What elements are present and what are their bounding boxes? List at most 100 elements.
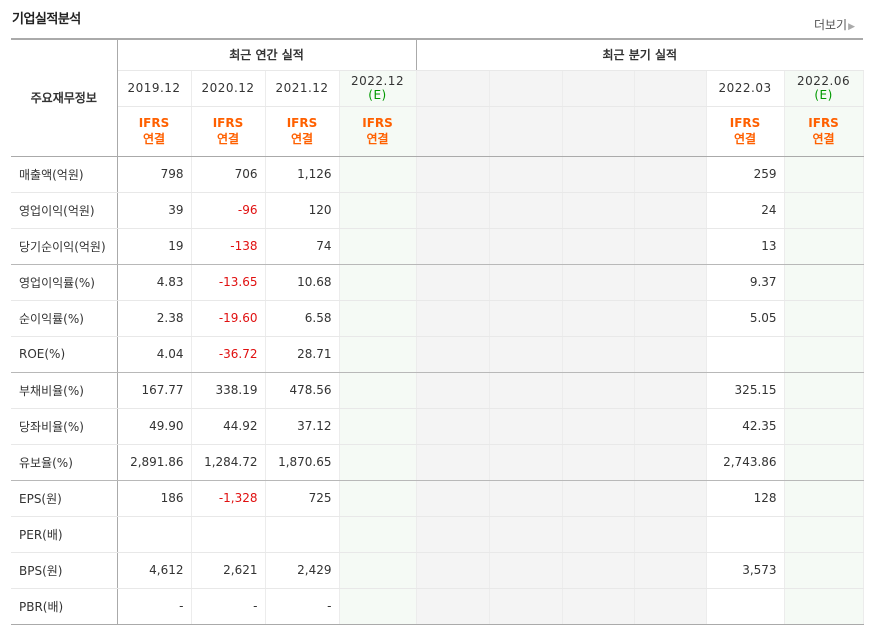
table-cell: 725 bbox=[265, 480, 340, 517]
estimate-tag: (E) bbox=[814, 88, 833, 102]
basis-ifrs: IFRS bbox=[286, 116, 318, 130]
row-label: 당좌비율(%) bbox=[11, 408, 118, 445]
basis-header-row: IFRS 연결 IFRS 연결 IFRS 연결 IFRS 연결 IFRS 연결 IFRS 연결 bbox=[11, 106, 864, 157]
basis-consolidated: 연결 bbox=[142, 132, 166, 146]
table-cell bbox=[415, 408, 490, 445]
table-cell bbox=[634, 156, 707, 193]
table-cell bbox=[339, 228, 417, 265]
table-cell: - bbox=[265, 588, 340, 625]
table-row: EPS(원) 186 -1,328 725 128 bbox=[11, 480, 864, 517]
period-date: 2022.12 bbox=[350, 74, 405, 88]
table-cell bbox=[339, 408, 417, 445]
table-cell: 3,573 bbox=[706, 552, 785, 589]
table-cell: -1,328 bbox=[191, 480, 266, 517]
table-row: 부채비율(%) 167.77 338.19 478.56 325.15 bbox=[11, 372, 864, 409]
row-label: EPS(원) bbox=[11, 480, 118, 517]
basis-consolidated: 연결 bbox=[734, 132, 757, 146]
table-row: PBR(배) - - - bbox=[11, 588, 864, 625]
table-cell bbox=[117, 516, 192, 553]
table-cell bbox=[415, 588, 490, 625]
period-quarter-3 bbox=[634, 70, 707, 107]
period-date: 2020.12 bbox=[201, 81, 255, 95]
table-cell: - bbox=[191, 588, 266, 625]
table-cell bbox=[415, 336, 490, 373]
table-cell bbox=[634, 480, 707, 517]
table-cell: 10.68 bbox=[265, 264, 340, 301]
table-cell: 338.19 bbox=[191, 372, 266, 409]
table-cell: -138 bbox=[191, 228, 266, 265]
table-cell bbox=[489, 156, 563, 193]
estimate-tag: (E) bbox=[368, 88, 387, 102]
annual-group-header: 최근 연간 실적 bbox=[117, 38, 417, 71]
table-cell bbox=[489, 336, 563, 373]
table-row: 매출액(억원) 798 706 1,126 259 bbox=[11, 156, 864, 193]
table-cell bbox=[562, 516, 635, 553]
table-body: 매출액(억원) 798 706 1,126 259 영업이익(억원) 39 -96 120 24 당… bbox=[11, 156, 864, 625]
table-cell bbox=[339, 480, 417, 517]
table-cell bbox=[489, 552, 563, 589]
table-cell bbox=[339, 192, 417, 229]
table-cell: 6.58 bbox=[265, 300, 340, 337]
table-cell bbox=[562, 372, 635, 409]
table-cell bbox=[562, 552, 635, 589]
basis-consolidated: 연결 bbox=[216, 132, 240, 146]
table-cell bbox=[339, 264, 417, 301]
table-cell: 9.37 bbox=[706, 264, 785, 301]
row-label: BPS(원) bbox=[11, 552, 118, 589]
table-cell bbox=[784, 480, 864, 517]
basis-quarter-1 bbox=[489, 106, 563, 157]
table-cell bbox=[562, 444, 635, 481]
table-cell bbox=[489, 300, 563, 337]
period-annual-1: 2020.12 bbox=[191, 70, 266, 107]
table-cell: 5.05 bbox=[706, 300, 785, 337]
table-cell bbox=[562, 156, 635, 193]
table-cell: 1,126 bbox=[265, 156, 340, 193]
table-cell: 44.92 bbox=[191, 408, 266, 445]
table-cell bbox=[489, 264, 563, 301]
period-date: 2022.03 bbox=[718, 81, 772, 95]
table-cell bbox=[339, 588, 417, 625]
basis-quarter-4: IFRS 연결 bbox=[706, 106, 785, 157]
row-label-header: 주요재무정보 bbox=[11, 38, 118, 157]
table-cell: 706 bbox=[191, 156, 266, 193]
row-label: 순이익률(%) bbox=[11, 300, 118, 337]
table-cell: 167.77 bbox=[117, 372, 192, 409]
basis-quarter-5: IFRS 연결 bbox=[784, 106, 864, 157]
row-label: 부채비율(%) bbox=[11, 372, 118, 409]
row-label: 매출액(억원) bbox=[11, 156, 118, 193]
period-date: 2022.06 bbox=[796, 74, 851, 88]
table-row: ROE(%) 4.04 -36.72 28.71 bbox=[11, 336, 864, 373]
table-cell bbox=[489, 228, 563, 265]
more-link[interactable]: 더보기▶ bbox=[814, 16, 855, 33]
table-row: 당기순이익(억원) 19 -138 74 13 bbox=[11, 228, 864, 265]
table-cell bbox=[415, 192, 490, 229]
basis-ifrs: IFRS bbox=[729, 116, 761, 130]
table-cell bbox=[634, 552, 707, 589]
table-cell: 4,612 bbox=[117, 552, 192, 589]
table-cell bbox=[784, 300, 864, 337]
table-cell: 28.71 bbox=[265, 336, 340, 373]
table-cell bbox=[415, 156, 490, 193]
table-cell: 1,870.65 bbox=[265, 444, 340, 481]
period-quarter-2 bbox=[562, 70, 635, 107]
period-annual-3: 2022.12 (E) bbox=[339, 70, 417, 107]
table-cell bbox=[415, 372, 490, 409]
table-row: 영업이익(억원) 39 -96 120 24 bbox=[11, 192, 864, 229]
table-cell: 74 bbox=[265, 228, 340, 265]
basis-ifrs: IFRS bbox=[138, 116, 170, 130]
table-cell: -19.60 bbox=[191, 300, 266, 337]
table-cell bbox=[562, 588, 635, 625]
table-cell bbox=[339, 300, 417, 337]
table-cell: -36.72 bbox=[191, 336, 266, 373]
table-row: 순이익률(%) 2.38 -19.60 6.58 5.05 bbox=[11, 300, 864, 337]
table-cell bbox=[784, 156, 864, 193]
table-cell bbox=[562, 480, 635, 517]
basis-quarter-0 bbox=[415, 106, 490, 157]
row-label: 유보율(%) bbox=[11, 444, 118, 481]
table-cell bbox=[562, 408, 635, 445]
table-cell bbox=[339, 552, 417, 589]
table-cell bbox=[784, 588, 864, 625]
table-row: 유보율(%) 2,891.86 1,284.72 1,870.65 2,743.86 bbox=[11, 444, 864, 481]
row-label: 당기순이익(억원) bbox=[11, 228, 118, 265]
table-cell bbox=[415, 444, 490, 481]
